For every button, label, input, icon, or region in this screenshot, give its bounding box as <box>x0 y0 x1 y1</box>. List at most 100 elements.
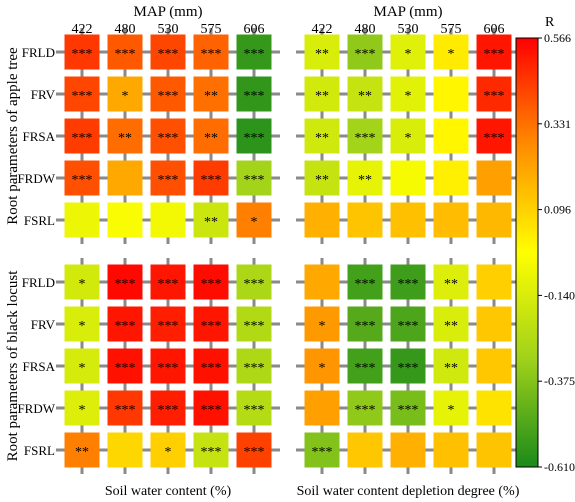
heatmap-cell <box>347 348 383 384</box>
significance-label: ** <box>315 131 329 146</box>
x-axis-label: Soil water content depletion degree (%) <box>297 484 520 499</box>
significance-label: *** <box>398 361 419 376</box>
heatmap-cell <box>107 348 143 384</box>
significance-label: *** <box>244 47 265 62</box>
heatmap-cell <box>107 76 143 112</box>
heatmap-cell <box>193 202 229 238</box>
significance-label: *** <box>355 319 376 334</box>
y-group-label: Root parameters of apple tree <box>5 47 21 225</box>
significance-label: ** <box>118 131 132 146</box>
heatmap-cell <box>150 390 186 426</box>
heatmap-cell <box>150 348 186 384</box>
heatmap-cell <box>64 390 100 426</box>
significance-label: *** <box>244 277 265 292</box>
significance-label: *** <box>244 173 265 188</box>
heatmap-cell <box>236 118 272 154</box>
significance-label: *** <box>355 277 376 292</box>
heatmap-cell <box>193 76 229 112</box>
significance-label: * <box>251 215 258 230</box>
significance-label: *** <box>244 445 265 460</box>
heatmap-cell <box>236 390 272 426</box>
significance-label: * <box>448 47 455 62</box>
column-label: 530 <box>158 22 179 37</box>
column-label: 422 <box>72 22 93 37</box>
heatmap-cell <box>390 306 426 342</box>
significance-label: ** <box>444 319 458 334</box>
heatmap-cell <box>64 306 100 342</box>
heatmap-cell <box>390 264 426 300</box>
heatmap-cell <box>347 264 383 300</box>
heatmap-cell <box>304 306 340 342</box>
heatmap-cell <box>433 202 469 238</box>
heatmap-cell <box>390 432 426 468</box>
heatmap-cell <box>347 390 383 426</box>
significance-label: * <box>319 361 326 376</box>
heatmap-cell <box>476 264 512 300</box>
heatmap-cell <box>476 118 512 154</box>
significance-label: ** <box>358 173 372 188</box>
colorbar-tick-label: -0.610 <box>544 460 575 474</box>
significance-label: * <box>122 89 129 104</box>
significance-label: *** <box>355 47 376 62</box>
heatmap-cell <box>347 432 383 468</box>
significance-label: *** <box>158 131 179 146</box>
heatmap-cell <box>433 264 469 300</box>
significance-label: *** <box>244 89 265 104</box>
significance-label: *** <box>158 89 179 104</box>
heatmap-cell <box>390 160 426 196</box>
significance-label: *** <box>72 173 93 188</box>
heatmap-cell <box>476 76 512 112</box>
heatmap-cell <box>433 306 469 342</box>
heatmap-cell <box>304 348 340 384</box>
column-label: 530 <box>398 22 419 37</box>
heatmap-cell <box>64 432 100 468</box>
significance-label: *** <box>72 131 93 146</box>
significance-label: *** <box>484 131 505 146</box>
colorbar: R 0.566 0.331 0.096 -0.140 -0.375 -0.610 <box>515 15 575 474</box>
x-axis-label: Soil water content (%) <box>105 484 232 499</box>
significance-label: ** <box>204 131 218 146</box>
heatmap-cell <box>107 118 143 154</box>
heatmap-cell <box>304 160 340 196</box>
significance-label: *** <box>158 403 179 418</box>
heatmap-cell <box>107 160 143 196</box>
heatmap-cell <box>476 34 512 70</box>
significance-label: *** <box>201 277 222 292</box>
row-label: FRLD <box>22 45 55 60</box>
row-label: FRV <box>31 87 56 102</box>
colorbar-label: R <box>545 15 555 30</box>
significance-label: * <box>79 277 86 292</box>
heatmap-cell <box>347 76 383 112</box>
heatmap-cell <box>347 306 383 342</box>
heatmap-cell <box>193 390 229 426</box>
significance-label: *** <box>115 319 136 334</box>
heatmap-cell <box>236 432 272 468</box>
significance-label: *** <box>398 403 419 418</box>
colorbar-tick-label: -0.140 <box>544 288 575 302</box>
heatmap-cell <box>476 390 512 426</box>
heatmap-cell <box>433 34 469 70</box>
significance-label: *** <box>158 47 179 62</box>
heatmap-cell <box>304 264 340 300</box>
significance-label: ** <box>204 89 218 104</box>
heatmap-cell <box>476 202 512 238</box>
heatmap-cell <box>347 118 383 154</box>
heatmap-cell <box>150 118 186 154</box>
heatmap-cell <box>107 306 143 342</box>
significance-label: * <box>79 361 86 376</box>
heatmap-cell <box>64 202 100 238</box>
heatmap-cell <box>390 76 426 112</box>
significance-label: *** <box>158 173 179 188</box>
row-label: FRV <box>31 317 56 332</box>
y-group-label: Root parameters of black locust <box>5 270 21 462</box>
significance-label: *** <box>158 277 179 292</box>
significance-label: *** <box>244 319 265 334</box>
heatmap-cell <box>193 160 229 196</box>
heatmap-cell <box>64 34 100 70</box>
row-label: FSRL <box>24 213 55 228</box>
row-label: FRLD <box>22 275 55 290</box>
heatmap-cell <box>304 118 340 154</box>
heatmap-cell <box>236 76 272 112</box>
heatmap-cell <box>107 264 143 300</box>
